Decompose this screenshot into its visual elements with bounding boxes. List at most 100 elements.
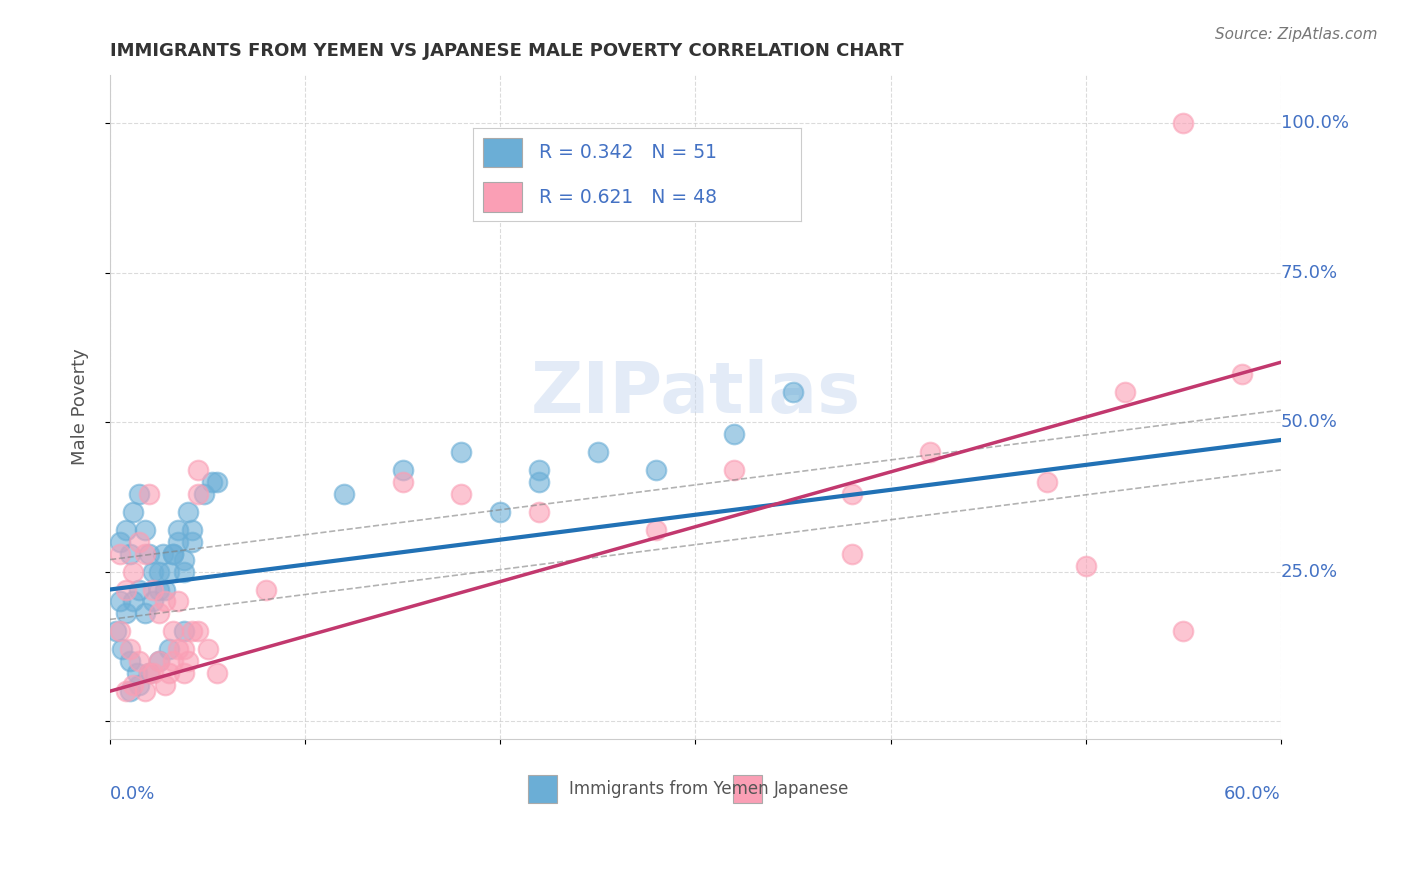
Point	[153, 594, 176, 608]
Point	[118, 654, 141, 668]
Point	[108, 547, 131, 561]
Point	[134, 547, 156, 561]
Point	[134, 684, 156, 698]
Text: 75.0%: 75.0%	[1281, 263, 1339, 282]
Point	[118, 547, 141, 561]
Point	[153, 678, 176, 692]
Point	[127, 666, 149, 681]
Point	[122, 594, 145, 608]
Point	[391, 475, 413, 489]
Point	[122, 505, 145, 519]
Point	[254, 582, 277, 597]
Point	[108, 534, 131, 549]
Point	[128, 678, 150, 692]
Point	[529, 475, 551, 489]
Point	[128, 582, 150, 597]
Point	[148, 565, 170, 579]
Text: 60.0%: 60.0%	[1225, 786, 1281, 804]
Point	[104, 624, 127, 639]
Point	[142, 666, 165, 681]
Point	[782, 385, 804, 400]
Point	[645, 523, 668, 537]
Point	[162, 547, 184, 561]
Point	[128, 487, 150, 501]
Point	[645, 463, 668, 477]
Point	[142, 565, 165, 579]
Point	[114, 607, 136, 621]
Point	[200, 475, 222, 489]
Point	[108, 624, 131, 639]
Point	[207, 475, 229, 489]
Point	[122, 565, 145, 579]
Point	[723, 463, 745, 477]
Point	[1035, 475, 1057, 489]
Point	[111, 642, 134, 657]
Point	[173, 624, 195, 639]
Y-axis label: Male Poverty: Male Poverty	[72, 349, 89, 466]
Point	[723, 427, 745, 442]
Point	[142, 594, 165, 608]
Point	[489, 505, 512, 519]
Point	[118, 642, 141, 657]
Point	[841, 487, 863, 501]
Point	[138, 547, 160, 561]
Point	[128, 534, 150, 549]
Point	[167, 642, 190, 657]
Point	[138, 487, 160, 501]
Point	[148, 582, 170, 597]
Point	[173, 642, 195, 657]
Point	[173, 565, 195, 579]
Point	[1173, 116, 1195, 130]
Point	[153, 582, 176, 597]
Point	[918, 445, 941, 459]
Point	[1230, 368, 1253, 382]
Point	[529, 505, 551, 519]
Point	[142, 582, 165, 597]
Text: IMMIGRANTS FROM YEMEN VS JAPANESE MALE POVERTY CORRELATION CHART: IMMIGRANTS FROM YEMEN VS JAPANESE MALE P…	[110, 42, 904, 60]
Point	[162, 624, 184, 639]
Point	[118, 684, 141, 698]
Point	[114, 684, 136, 698]
Point	[173, 552, 195, 566]
Point	[1074, 558, 1097, 573]
Point	[167, 594, 190, 608]
Point	[333, 487, 356, 501]
Text: Source: ZipAtlas.com: Source: ZipAtlas.com	[1215, 27, 1378, 42]
Point	[1173, 624, 1195, 639]
Point	[181, 534, 204, 549]
Point	[152, 547, 174, 561]
Point	[167, 534, 190, 549]
Point	[181, 624, 204, 639]
Point	[1114, 385, 1136, 400]
Text: 25.0%: 25.0%	[1281, 563, 1339, 581]
Point	[157, 666, 180, 681]
Point	[114, 523, 136, 537]
Point	[114, 582, 136, 597]
Point	[529, 463, 551, 477]
Point	[148, 607, 170, 621]
Point	[138, 666, 160, 681]
Point	[157, 642, 180, 657]
Point	[122, 678, 145, 692]
Point	[450, 487, 472, 501]
Point	[391, 463, 413, 477]
Point	[134, 607, 156, 621]
Text: ZIPatlas: ZIPatlas	[530, 359, 860, 428]
Point	[450, 445, 472, 459]
Point	[177, 505, 200, 519]
Point	[128, 654, 150, 668]
Point	[148, 654, 170, 668]
Point	[841, 547, 863, 561]
Point	[197, 642, 219, 657]
Point	[187, 487, 209, 501]
Point	[167, 523, 190, 537]
Point	[173, 666, 195, 681]
Point	[134, 523, 156, 537]
Point	[108, 594, 131, 608]
Point	[162, 654, 184, 668]
Point	[162, 547, 184, 561]
Point	[138, 666, 160, 681]
Text: 100.0%: 100.0%	[1281, 114, 1348, 132]
Point	[207, 666, 229, 681]
Text: 50.0%: 50.0%	[1281, 413, 1337, 431]
